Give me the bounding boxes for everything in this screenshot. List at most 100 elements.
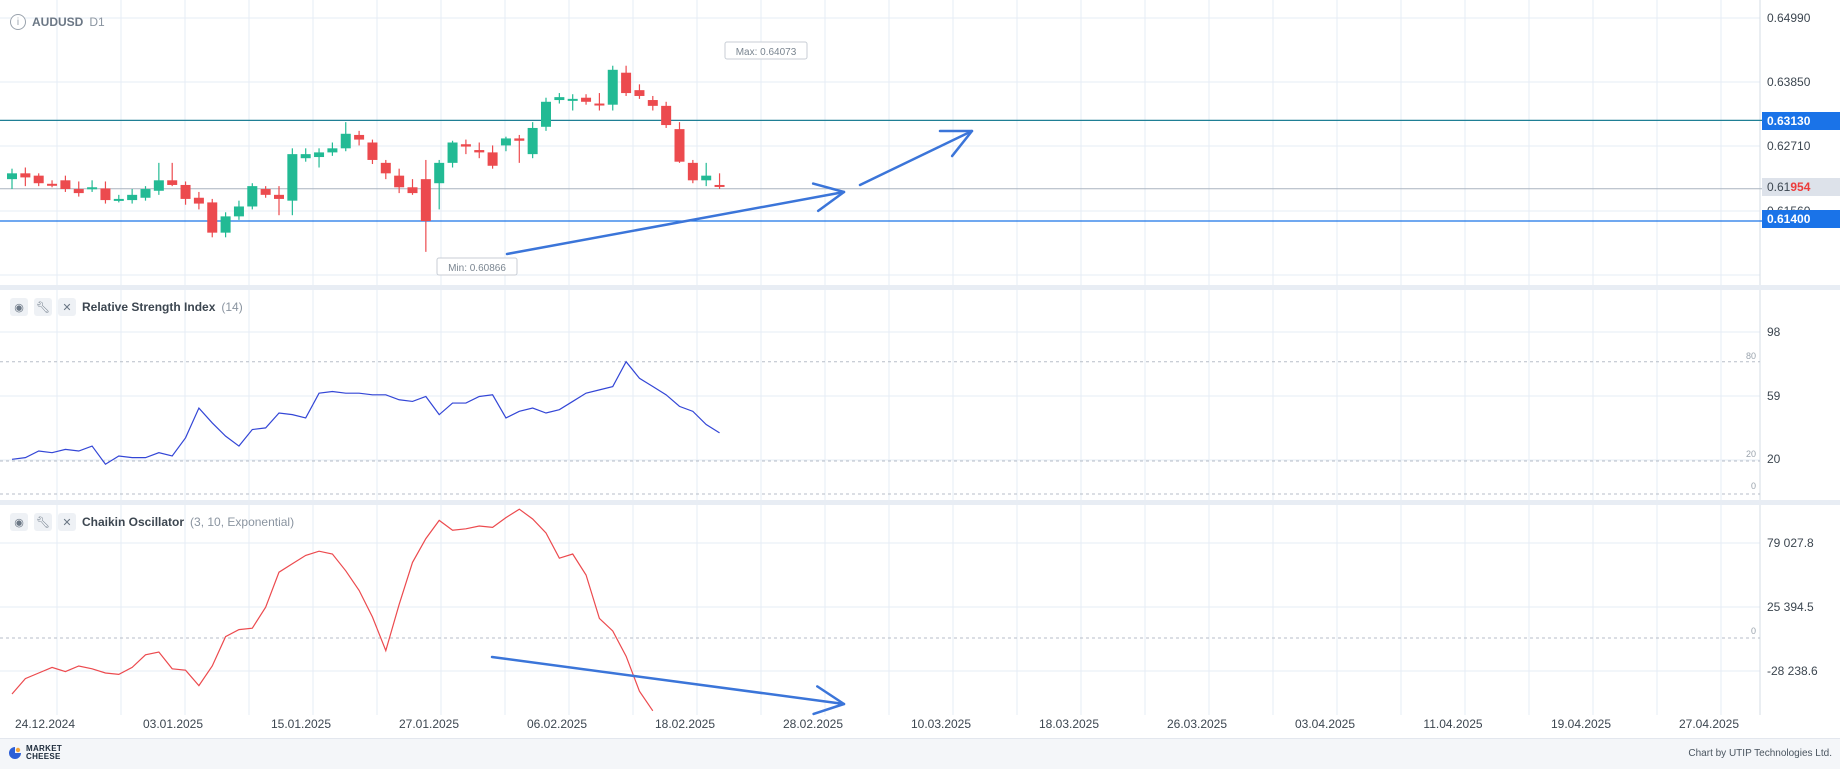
current-price-suffix: 954 xyxy=(1790,180,1810,194)
projection-arrow xyxy=(858,129,974,187)
candle-body xyxy=(100,188,111,201)
x-axis-labels: 24.12.2024 03.01.2025 15.01.2025 27.01.2025… xyxy=(15,717,1739,731)
current-price-label: 0.61954 xyxy=(1767,180,1811,194)
rsi-level-label: 20 xyxy=(1746,449,1756,459)
x-axis-label: 11.04.2025 xyxy=(1423,717,1482,731)
candle-body xyxy=(420,179,431,222)
grid xyxy=(0,0,1761,715)
candles xyxy=(7,65,725,252)
candle-body xyxy=(354,134,365,140)
min-annotation-box xyxy=(436,257,518,276)
rsi-tick: 59 xyxy=(1767,389,1781,403)
candle-body xyxy=(514,138,525,141)
candle-body xyxy=(260,189,271,195)
candle-body xyxy=(674,129,685,162)
resistance-price-tag xyxy=(1762,112,1840,130)
max-annotation-box xyxy=(724,41,808,60)
rsi-pane-header: ◉ 🔧︎ ✕ Relative Strength Index (14) xyxy=(10,298,243,316)
logo-icon xyxy=(9,747,21,759)
x-axis-label: 28.02.2025 xyxy=(783,717,843,731)
candle-body xyxy=(193,197,204,204)
candle-body xyxy=(167,180,178,185)
candle-body xyxy=(314,152,325,158)
rsi-name: Relative Strength Index xyxy=(82,300,216,314)
candle-body xyxy=(607,69,618,105)
eye-icon[interactable]: ◉ xyxy=(10,298,28,316)
info-icon[interactable]: i xyxy=(10,14,26,30)
candle-body xyxy=(474,150,485,153)
min-annotation: Min: 0.60866 xyxy=(448,263,506,274)
timeframe-label: D1 xyxy=(89,15,105,29)
wrench-icon[interactable]: 🔧︎ xyxy=(34,513,52,531)
candle-body xyxy=(380,162,391,174)
candle-body xyxy=(87,187,98,190)
current-price-prefix: 0.61 xyxy=(1767,180,1791,194)
chaikin-line xyxy=(11,508,654,712)
chart-credit: Chart by UTIP Technologies Ltd. xyxy=(1688,748,1832,759)
footer: MARKET CHEESE Chart by UTIP Technologies… xyxy=(0,738,1840,769)
price-tick: 0.62710 xyxy=(1767,139,1811,153)
candle-body xyxy=(621,72,632,94)
candle-body xyxy=(527,127,538,155)
candle-body xyxy=(500,138,511,146)
candle-body xyxy=(180,184,191,199)
candle-body xyxy=(274,194,284,199)
pane-separator[interactable] xyxy=(0,285,1840,290)
candle-body xyxy=(33,175,44,184)
eye-icon[interactable]: ◉ xyxy=(10,513,28,531)
candle-body xyxy=(300,154,311,159)
x-axis-label: 19.04.2025 xyxy=(1551,717,1611,731)
candle-body xyxy=(594,103,605,106)
x-axis-label: 18.02.2025 xyxy=(655,717,715,731)
candle-body xyxy=(447,142,458,163)
pane-separator[interactable] xyxy=(0,500,1840,505)
candle-body xyxy=(687,162,698,181)
support-trend-arrow-head xyxy=(811,182,846,213)
x-axis-label: 26.03.2025 xyxy=(1167,717,1227,731)
x-axis-label: 24.12.2024 xyxy=(15,717,75,731)
candle-body xyxy=(701,175,712,181)
chaikin-divergence-arrow-head xyxy=(812,685,846,716)
candle-body xyxy=(113,198,124,201)
chaikin-tick: -28 238.6 xyxy=(1767,664,1818,678)
candle-body xyxy=(247,186,258,207)
candle-body xyxy=(207,202,218,233)
rsi-line xyxy=(11,360,720,466)
chart-canvas: 0.64990 0.63850 0.62710 0.61560 0.63130 … xyxy=(0,0,1840,731)
candle-body xyxy=(20,173,31,178)
price-tick: 0.63850 xyxy=(1767,75,1811,89)
support-price-tag xyxy=(1762,210,1840,228)
chaikin-tick: 25 394.5 xyxy=(1767,600,1814,614)
candle-body xyxy=(554,97,565,101)
brand-line2: CHEESE xyxy=(26,752,61,761)
candle-body xyxy=(567,98,578,101)
candle-body xyxy=(47,183,58,186)
candle-body xyxy=(634,90,645,96)
candle-body xyxy=(140,189,151,198)
brand-line1: MARKET xyxy=(26,744,63,753)
chaikin-pane-header: ◉ 🔧︎ ✕ Chaikin Oscillator (3, 10, Expone… xyxy=(10,513,294,531)
candle-body xyxy=(233,206,244,217)
wrench-icon[interactable]: 🔧︎ xyxy=(34,298,52,316)
close-icon[interactable]: ✕ xyxy=(58,298,76,316)
candle-body xyxy=(367,142,378,160)
chaikin-plot xyxy=(0,508,1760,712)
price-tick: 0.64990 xyxy=(1767,11,1811,25)
symbol-label: AUDUSD xyxy=(32,15,84,29)
candle-body xyxy=(340,133,351,149)
market-cheese-logo: MARKET CHEESE xyxy=(8,745,62,761)
chaikin-zero-label: 0 xyxy=(1751,626,1756,636)
candle-body xyxy=(7,173,17,180)
x-axis-label: 27.04.2025 xyxy=(1679,717,1739,731)
x-axis-label: 03.04.2025 xyxy=(1295,717,1355,731)
candle-body xyxy=(73,189,84,194)
candle-body xyxy=(407,187,418,194)
candle-body xyxy=(327,148,338,153)
close-icon[interactable]: ✕ xyxy=(58,513,76,531)
rsi-tick: 20 xyxy=(1767,452,1781,466)
candle-body xyxy=(127,194,138,201)
support-trend-arrow xyxy=(505,190,846,256)
candle-body xyxy=(581,97,592,102)
candle-body xyxy=(60,180,71,190)
candle-body xyxy=(647,100,658,106)
